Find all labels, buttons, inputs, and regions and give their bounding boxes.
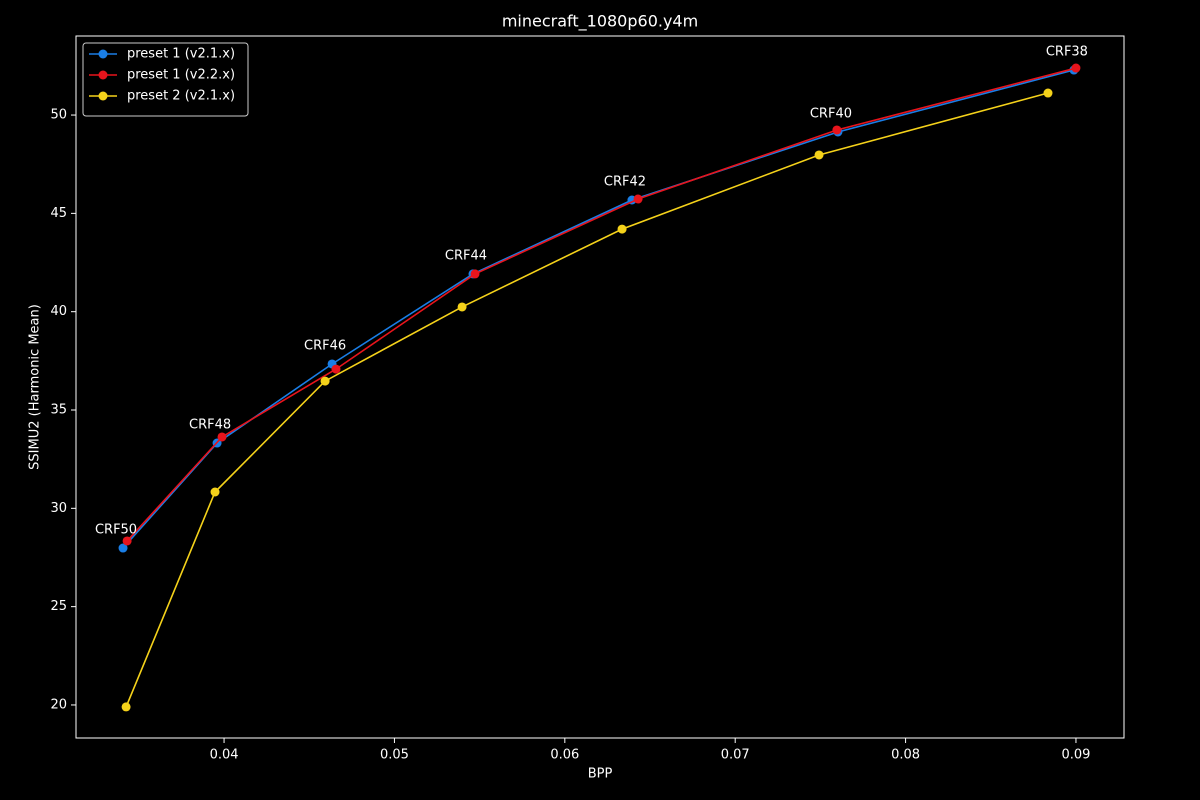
data-point (832, 125, 842, 135)
data-point (118, 543, 128, 553)
data-point (1043, 88, 1053, 98)
annotation: CRF44 (445, 248, 487, 263)
data-point (457, 302, 467, 312)
annotation: CRF38 (1046, 45, 1088, 60)
y-tick-label: 50 (50, 108, 67, 123)
x-axis-label: BPP (588, 767, 613, 782)
y-axis-label: SSIMU2 (Harmonic Mean) (28, 304, 43, 470)
data-point (217, 432, 227, 442)
data-point (633, 194, 643, 204)
data-point (470, 269, 480, 279)
annotation: CRF48 (189, 418, 231, 433)
data-point (210, 487, 220, 497)
y-tick-label: 25 (50, 599, 67, 614)
annotation: CRF42 (604, 174, 646, 189)
plot-frame (75, 35, 1125, 739)
chart-title: minecraft_1080p60.y4m (502, 12, 698, 32)
data-point (814, 150, 824, 160)
annotation: CRF46 (304, 338, 346, 353)
x-tick-label: 0.07 (721, 748, 750, 763)
x-tick-label: 0.06 (550, 748, 579, 763)
x-tick-label: 0.09 (1061, 748, 1090, 763)
data-point (320, 376, 330, 386)
data-point (1071, 63, 1081, 73)
x-tick-label: 0.08 (891, 748, 920, 763)
y-tick-label: 30 (50, 501, 67, 516)
x-tick-label: 0.04 (210, 748, 239, 763)
data-point (121, 702, 131, 712)
data-point (331, 364, 341, 374)
legend-label: preset 2 (v2.1.x) (127, 89, 235, 104)
legend-marker (98, 91, 108, 101)
y-tick-label: 45 (50, 206, 67, 221)
annotation: CRF40 (810, 106, 852, 121)
annotation: CRF50 (95, 523, 137, 538)
x-tick-label: 0.05 (380, 748, 409, 763)
y-tick-label: 40 (50, 304, 67, 319)
data-point (122, 536, 132, 546)
y-tick-label: 20 (50, 697, 67, 712)
y-tick-label: 35 (50, 403, 67, 418)
legend-label: preset 1 (v2.2.x) (127, 68, 235, 83)
data-point (617, 224, 627, 234)
legend-marker (98, 49, 108, 59)
legend-marker (98, 70, 108, 80)
legend-label: preset 1 (v2.1.x) (127, 47, 235, 62)
legend-box (82, 42, 249, 117)
